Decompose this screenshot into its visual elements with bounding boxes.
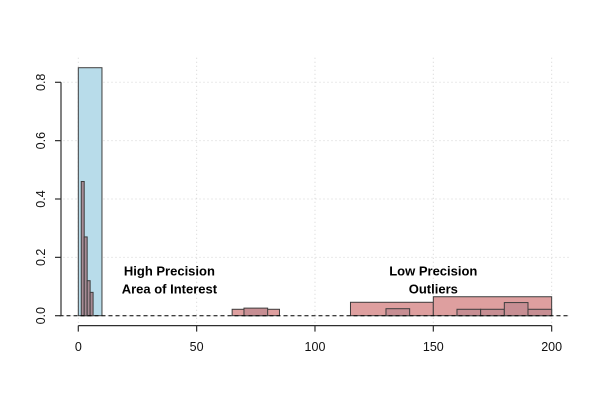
histogram-bar-low-precision-fine-bins (385, 308, 411, 317)
y-tick-label: 0.4 (34, 190, 48, 207)
x-tick-label: 150 (423, 340, 444, 354)
x-tick-label: 0 (75, 340, 82, 354)
histogram-bar-high-precision-fine-bins (89, 291, 94, 317)
histogram-bar-low-precision-fine-bins (527, 308, 553, 317)
histogram-bar-low-precision-fine-bins (243, 307, 269, 317)
histogram-bar-low-precision-fine-bins (480, 308, 505, 317)
x-tick-label: 50 (190, 340, 204, 354)
y-tick-label: 0.2 (34, 249, 48, 266)
annotation-text-line: Outliers (409, 282, 458, 297)
annotation-text-line: High Precision (124, 263, 215, 278)
y-tick-label: 0.6 (34, 132, 48, 149)
histogram-bar-low-precision-fine-bins (456, 308, 482, 317)
x-tick-label: 100 (305, 340, 326, 354)
annotation-text-line: Area of Interest (122, 282, 218, 297)
y-tick-label: 0.8 (34, 74, 48, 91)
axes-layer: 0 50 100 150 200 0.0 0.2 0.4 0.6 0.8 (34, 74, 562, 354)
y-tick-label: 0.0 (34, 307, 48, 324)
annotation-text-line: Low Precision (389, 263, 477, 278)
annotations-layer: High Precision Area of Interest Low Precis… (122, 263, 478, 296)
histogram-bar-low-precision-fine-bins (503, 302, 529, 317)
histogram-bar-high-precision-fine-bins (83, 236, 88, 317)
x-tick-label: 200 (541, 340, 562, 354)
bars-layer (77, 67, 553, 317)
